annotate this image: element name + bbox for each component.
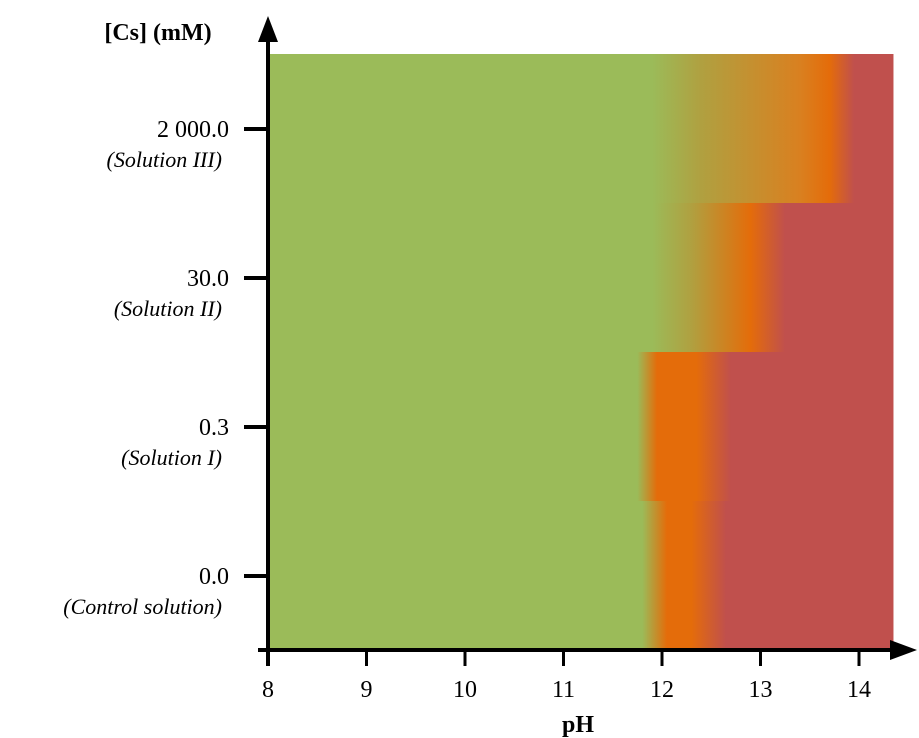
x-tick-label: 8 [262,677,274,703]
y-tick-label: 0.0 [199,564,229,590]
x-axis-title: pH [562,712,594,738]
x-tick-label: 11 [552,677,575,703]
x-tick-label: 14 [847,677,871,703]
y-row-name: (Solution III) [107,147,222,172]
y-axis-arrow-icon [258,16,278,42]
heatmap-row-0 [268,54,894,204]
heatmap-row-2 [268,352,894,502]
x-ticks: 8 9 10 11 12 13 14 [262,650,871,703]
y-tick-label: 30.0 [187,266,229,292]
x-tick-label: 13 [749,677,773,703]
heatmap-row-1 [268,203,894,353]
x-tick-label: 10 [453,677,477,703]
heatmap-cells [268,54,894,651]
y-row-name: (Control solution) [63,594,222,619]
y-axis-title: [Cs] (mM) [104,20,211,46]
y-ticks: 2 000.0 (Solution III) 30.0 (Solution II) 0.… [63,117,268,619]
x-tick-label: 9 [361,677,373,703]
heatmap-row-3 [268,501,894,651]
y-row-name: (Solution I) [121,445,222,470]
x-tick-label: 12 [650,677,674,703]
y-tick-label: 2 000.0 [157,117,229,143]
y-tick-label: 0.3 [199,415,229,441]
y-row-name: (Solution II) [114,296,222,321]
x-axis-arrow-icon [890,640,917,660]
